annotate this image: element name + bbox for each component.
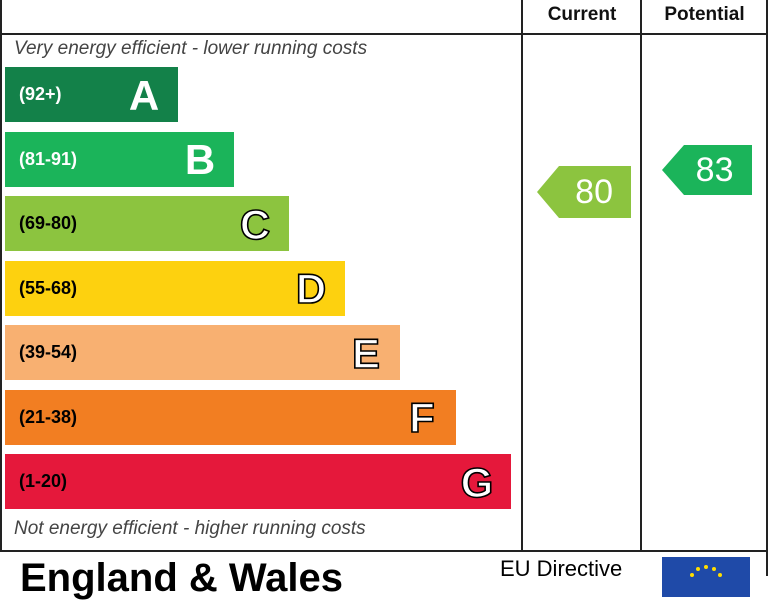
band-range-label: (81-91) bbox=[19, 148, 78, 169]
region-title: England & Wales bbox=[20, 556, 344, 600]
potential-rating-arrow: 83 bbox=[661, 145, 752, 196]
band-letter-text: D bbox=[295, 265, 325, 311]
band-d: (55-68) D bbox=[5, 260, 345, 316]
band-letter-text: E bbox=[352, 330, 380, 376]
band-letter-text: G bbox=[461, 459, 494, 505]
column-header-potential: Potential bbox=[664, 4, 745, 25]
band-range-label: (92+) bbox=[19, 84, 62, 104]
band-letter: D bbox=[291, 261, 331, 316]
arrow-polygon bbox=[661, 145, 752, 196]
band-letter-text: F bbox=[409, 394, 435, 440]
band-b: (81-91) B bbox=[5, 131, 234, 187]
band-g: (1-20) G bbox=[5, 454, 511, 509]
band-letter-text: A bbox=[129, 72, 159, 118]
current-rating-arrow: 80 bbox=[537, 166, 631, 218]
band-letter-text: C bbox=[240, 201, 270, 247]
potential-rating-value: 83 bbox=[695, 150, 734, 189]
chart-frame bbox=[0, 0, 768, 576]
top-efficiency-note: Very energy efficient - lower running co… bbox=[14, 38, 368, 59]
band-letter: A bbox=[124, 67, 164, 122]
band-letter: B bbox=[180, 132, 220, 187]
current-rating-value: 80 bbox=[575, 172, 613, 211]
eu-stars-icon bbox=[690, 565, 722, 577]
eu-flag-icon bbox=[662, 557, 750, 597]
band-letter: E bbox=[346, 325, 386, 380]
band-letter: C bbox=[235, 196, 275, 251]
arrow-polygon bbox=[537, 166, 631, 218]
band-range-label: (21-38) bbox=[19, 406, 78, 427]
band-letter-text: B bbox=[184, 136, 214, 182]
band-letter: G bbox=[457, 454, 497, 509]
eu-directive-label: EU Directive bbox=[500, 556, 623, 581]
potential-arrow-shape bbox=[661, 145, 752, 196]
band-a: (92+) A bbox=[5, 67, 178, 122]
band-f: (21-38) F bbox=[5, 389, 456, 445]
band-range-label: (1-20) bbox=[19, 471, 68, 491]
column-header-current: Current bbox=[547, 4, 617, 25]
band-e: (39-54) E bbox=[5, 325, 400, 380]
band-c: (69-80) C bbox=[5, 196, 289, 251]
band-range-label: (39-54) bbox=[19, 342, 78, 362]
band-letter: F bbox=[402, 390, 442, 445]
band-range-label: (69-80) bbox=[19, 213, 78, 233]
band-range-label: (55-68) bbox=[19, 277, 78, 298]
bottom-efficiency-note: Not energy efficient - higher running co… bbox=[14, 518, 366, 539]
current-arrow-shape bbox=[537, 166, 631, 218]
